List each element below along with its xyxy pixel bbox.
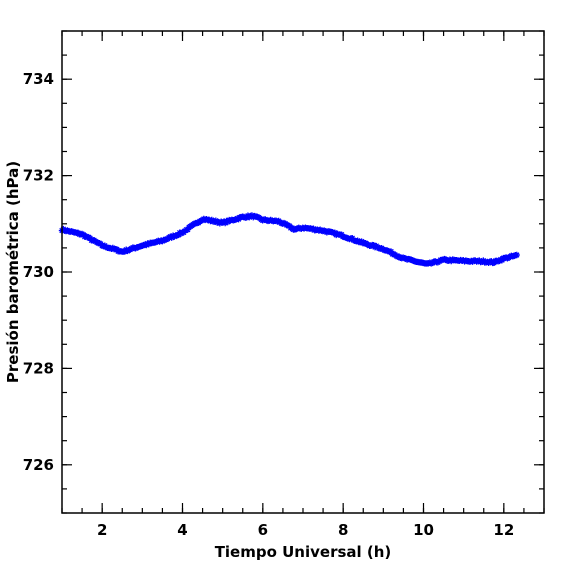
y-tick-label: 732 (23, 167, 54, 185)
x-tick-label: 4 (177, 521, 187, 539)
major-ticks (62, 31, 544, 513)
data-point-marker (387, 248, 395, 255)
data-point-marker (513, 251, 520, 259)
y-tick-labels: 726 728 730 732 734 (23, 70, 54, 474)
x-axis-title: Tiempo Universal (h) (215, 543, 392, 561)
x-tick-label: 6 (258, 521, 268, 539)
data-points (58, 212, 520, 267)
x-tick-label: 2 (97, 521, 107, 539)
y-tick-label: 734 (23, 70, 54, 88)
data-point-marker (175, 231, 182, 239)
x-tick-label: 12 (493, 521, 514, 539)
y-tick-label: 726 (23, 456, 54, 474)
x-tick-label: 8 (338, 521, 348, 539)
x-tick-label: 10 (413, 521, 434, 539)
y-axis-title: Presión barométrica (hPa) (4, 161, 22, 383)
x-tick-labels: 2 4 6 8 10 12 (97, 521, 514, 539)
y-tick-label: 728 (23, 359, 54, 377)
minor-ticks (61, 30, 545, 514)
data-point-marker (184, 226, 191, 233)
y-tick-label: 730 (23, 263, 54, 281)
plot-frame (61, 30, 545, 514)
